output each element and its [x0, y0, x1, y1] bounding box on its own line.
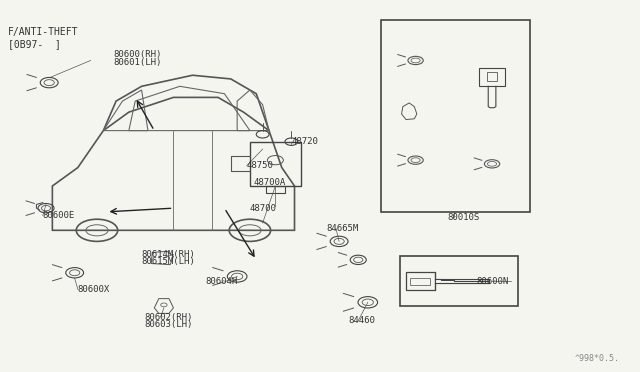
Text: 80614M(RH): 80614M(RH) [141, 250, 195, 259]
Text: F/ANTI-THEFT
[0B97-  ]: F/ANTI-THEFT [0B97- ] [8, 27, 78, 49]
Text: 48700: 48700 [250, 203, 276, 213]
Text: 80600N: 80600N [476, 278, 508, 286]
Text: 48700A: 48700A [253, 178, 285, 187]
Text: 80010S: 80010S [447, 213, 480, 222]
Bar [381, 20, 531, 212]
Text: 80602(RH): 80602(RH) [145, 312, 193, 321]
Text: 80600(RH): 80600(RH) [113, 51, 161, 60]
Bar [487, 71, 497, 81]
Bar [399, 256, 518, 306]
Text: 80603(LH): 80603(LH) [145, 320, 193, 329]
Bar [479, 68, 505, 86]
Text: 80600E: 80600E [43, 211, 75, 220]
Text: ^998*0.5.: ^998*0.5. [575, 354, 620, 363]
Text: 48720: 48720 [291, 137, 318, 146]
Text: 48750: 48750 [246, 161, 273, 170]
Text: 80600X: 80600X [78, 285, 110, 294]
Bar [406, 272, 435, 291]
Text: 80604H: 80604H [205, 278, 237, 286]
Text: 80601(LH): 80601(LH) [113, 58, 161, 67]
Bar [410, 278, 429, 285]
Text: 84460: 84460 [349, 316, 376, 325]
Text: 80615M(LH): 80615M(LH) [141, 257, 195, 266]
Text: 84665M: 84665M [326, 224, 358, 233]
